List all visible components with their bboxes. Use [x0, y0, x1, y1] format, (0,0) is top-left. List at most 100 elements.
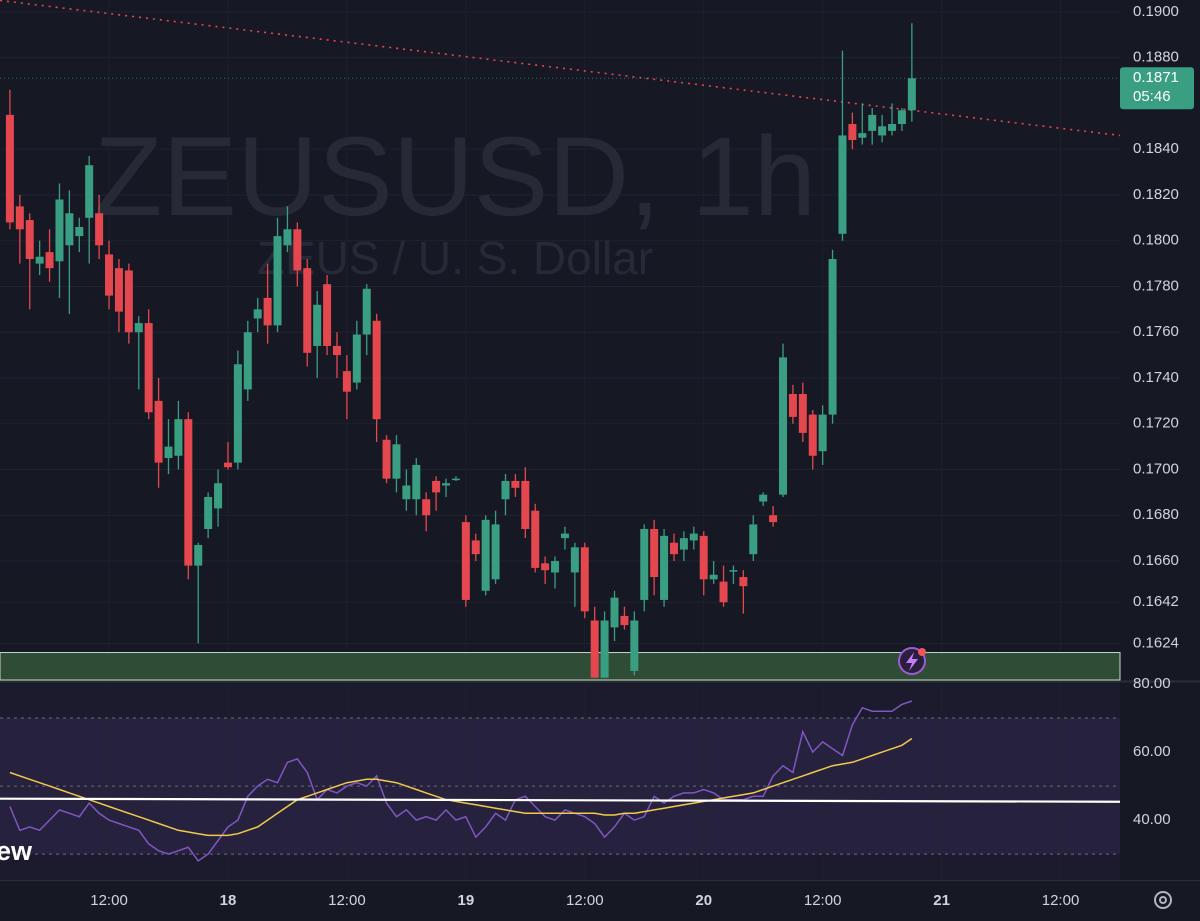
- rsi-tick-label: 80.00: [1133, 675, 1171, 692]
- candle-body: [184, 419, 193, 566]
- candle-body: [273, 236, 282, 326]
- candle-body: [214, 483, 223, 509]
- candle-body: [749, 524, 758, 555]
- last-price-box: [1120, 67, 1194, 110]
- candle-body: [848, 124, 857, 141]
- candle-body: [600, 620, 609, 678]
- candle-body: [253, 309, 262, 319]
- candle-body: [55, 199, 64, 262]
- watermark-subtitle: ZEUS / U. S. Dollar: [257, 232, 653, 284]
- candle-body: [679, 538, 688, 550]
- candle-body: [888, 124, 897, 131]
- candle-body: [788, 393, 797, 417]
- alert-icon: [898, 647, 926, 675]
- x-tick-label: 12:00: [566, 892, 604, 909]
- candle-body: [560, 533, 569, 539]
- y-tick-label: 0.1642: [1133, 593, 1179, 610]
- candle-body: [739, 577, 748, 587]
- candle-body: [897, 110, 906, 125]
- candle-body: [511, 480, 520, 488]
- candle-body: [263, 297, 272, 326]
- candle-body: [798, 393, 807, 433]
- rsi-tick-label: 60.00: [1133, 743, 1171, 760]
- y-tick-label: 0.1740: [1133, 369, 1179, 386]
- y-tick-label: 0.1820: [1133, 186, 1179, 203]
- candle-body: [134, 323, 143, 333]
- candle-body: [541, 563, 550, 571]
- candle-body: [580, 547, 589, 612]
- candle-body: [630, 620, 639, 671]
- x-tick-label: 21: [933, 892, 950, 909]
- candle-body: [25, 220, 34, 260]
- candle-body: [422, 499, 431, 516]
- candle-body: [223, 462, 232, 468]
- candle-body: [769, 515, 778, 523]
- x-tick-label: 12:00: [328, 892, 366, 909]
- candle-body: [779, 357, 788, 495]
- y-tick-label: 0.1700: [1133, 460, 1179, 477]
- candle-body: [45, 252, 54, 269]
- candle-body: [451, 478, 460, 481]
- candle-body: [699, 535, 708, 580]
- candle-body: [154, 400, 163, 463]
- candle-body: [907, 78, 916, 111]
- candle-body: [640, 528, 649, 600]
- logo-text: ew: [0, 836, 33, 866]
- candle-body: [442, 483, 451, 486]
- candle-body: [372, 320, 381, 420]
- x-tick-label: 12:00: [90, 892, 128, 909]
- candle-body: [551, 561, 560, 573]
- candle-body: [729, 570, 738, 572]
- candle-body: [85, 165, 94, 218]
- countdown-label: 05:46: [1133, 88, 1171, 105]
- candle-body: [650, 528, 659, 578]
- y-tick-label: 0.1900: [1133, 3, 1179, 20]
- last-price-label: 0.1871: [1133, 69, 1179, 86]
- candle-body: [689, 533, 698, 541]
- x-tick-label: 12:00: [1042, 892, 1080, 909]
- candle-body: [283, 229, 292, 246]
- candle-body: [174, 419, 183, 456]
- x-tick-label: 12:00: [804, 892, 842, 909]
- candle-body: [323, 284, 332, 346]
- candle-body: [194, 545, 203, 566]
- x-tick-label: 20: [695, 892, 712, 909]
- candle-body: [5, 114, 14, 223]
- y-tick-label: 0.1800: [1133, 232, 1179, 249]
- candle-body: [243, 332, 252, 390]
- candle-body: [95, 213, 104, 246]
- candle-body: [531, 510, 540, 568]
- candle-body: [461, 522, 470, 600]
- candle-body: [392, 444, 401, 479]
- candle-body: [491, 524, 500, 580]
- candle-body: [204, 496, 213, 529]
- y-tick-label: 0.1760: [1133, 323, 1179, 340]
- support-zone: [0, 652, 1121, 681]
- candle-body: [114, 268, 123, 312]
- candle-body: [610, 597, 619, 628]
- candle-body: [501, 480, 510, 500]
- candle-body: [471, 540, 480, 555]
- candle-body: [35, 256, 44, 264]
- candle-body: [233, 364, 242, 463]
- candle-body: [590, 620, 599, 678]
- candle-body: [164, 446, 173, 459]
- y-tick-label: 0.1780: [1133, 277, 1179, 294]
- candle-body: [709, 574, 718, 580]
- candle-body: [293, 229, 302, 271]
- candle-body: [65, 213, 74, 246]
- candle-body: [402, 485, 411, 500]
- candle-body: [838, 135, 847, 234]
- settings-icon[interactable]: [1154, 891, 1172, 909]
- candle-body: [412, 464, 421, 500]
- candle-body: [303, 268, 312, 353]
- candle-body: [669, 542, 678, 555]
- candle-body: [878, 126, 887, 136]
- candle-body: [332, 345, 341, 356]
- candle-body: [362, 288, 371, 335]
- candle-body: [858, 133, 867, 138]
- candle-body: [144, 323, 153, 413]
- candle-body: [105, 254, 114, 296]
